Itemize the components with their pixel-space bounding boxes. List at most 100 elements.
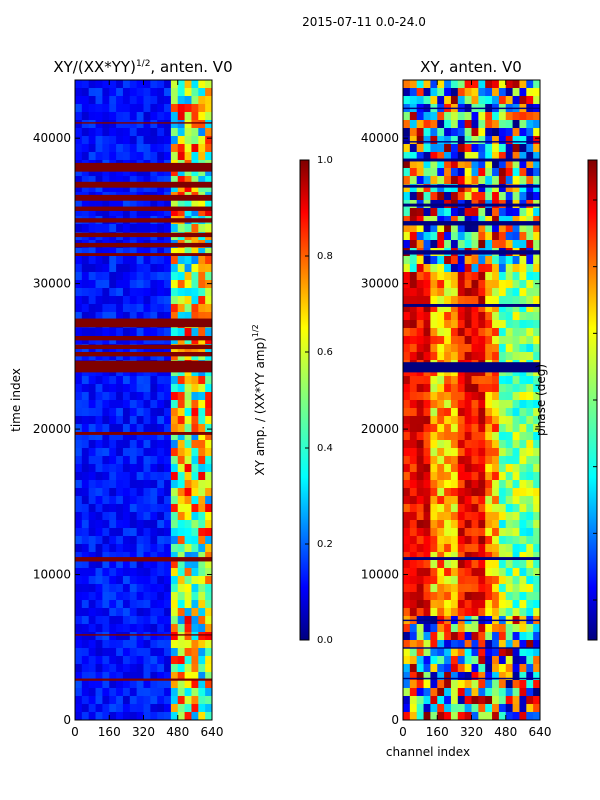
heatmap-cell <box>512 176 520 185</box>
heatmap-cell <box>122 600 131 609</box>
heatmap-cell <box>416 272 424 281</box>
heatmap-cell <box>75 472 83 481</box>
heatmap-cell <box>150 416 158 425</box>
heatmap-cell <box>444 264 452 273</box>
heatmap-cell <box>416 512 424 521</box>
heatmap-cell <box>444 488 452 497</box>
heatmap-cell <box>177 208 185 217</box>
heatmap-cell <box>464 488 472 497</box>
heatmap-cell <box>457 496 466 505</box>
heatmap-cell <box>423 608 431 617</box>
heatmap-cell <box>157 96 165 105</box>
heatmap-cell <box>450 648 459 657</box>
heatmap-cell <box>437 624 445 633</box>
heatmap-cell <box>116 464 124 473</box>
heatmap-cell <box>136 168 144 177</box>
heatmap-cell <box>184 80 192 89</box>
heatmap-cell <box>122 312 131 321</box>
heatmap-cell <box>512 568 520 577</box>
heatmap-cell <box>95 248 103 257</box>
heatmap-cell <box>478 704 486 713</box>
heatmap-cell <box>95 296 103 305</box>
heatmap-cell <box>457 416 466 425</box>
heatmap-cell <box>81 464 90 473</box>
heatmap-cell <box>136 416 144 425</box>
heatmap-cell <box>471 120 479 129</box>
heatmap-cell <box>416 256 424 265</box>
heatmap-cell <box>205 464 212 473</box>
heatmap-cell <box>157 632 165 641</box>
heatmap-cell <box>136 448 144 457</box>
heatmap-cell <box>492 480 500 489</box>
heatmap-cell <box>150 664 158 673</box>
heatmap-cell <box>457 528 466 537</box>
heatmap-cell <box>177 408 185 417</box>
heatmap-cell <box>136 552 144 561</box>
heatmap-cell <box>150 432 158 441</box>
heatmap-cell <box>205 376 212 385</box>
heatmap-cell <box>403 128 411 137</box>
heatmap-cell <box>164 88 172 97</box>
heatmap-cell <box>184 280 192 289</box>
heatmap-cell <box>122 416 131 425</box>
heatmap-cell <box>512 344 520 353</box>
heatmap-cell <box>170 80 179 89</box>
heatmap-cell <box>430 648 438 657</box>
heatmap-cell <box>526 232 534 241</box>
heatmap-cell <box>457 176 466 185</box>
heatmap-cell <box>81 488 90 497</box>
heatmap-cell <box>485 344 493 353</box>
heatmap-cell <box>205 704 212 713</box>
heatmap-cell <box>498 576 507 585</box>
heatmap-cell <box>519 504 527 513</box>
x-tick-label: 480 <box>494 725 517 739</box>
heatmap-cell <box>170 384 179 393</box>
heatmap-cell <box>519 376 527 385</box>
heatmap-cell <box>492 424 500 433</box>
heatmap-cell <box>143 272 151 281</box>
heatmap-cell <box>485 256 493 265</box>
heatmap-cell <box>109 448 117 457</box>
heatmap-cell <box>116 176 124 185</box>
heatmap-cell <box>457 352 466 361</box>
heatmap-cell <box>136 304 144 313</box>
heatmap-cell <box>109 424 117 433</box>
heatmap-cell <box>164 544 172 553</box>
heatmap-cell <box>423 512 431 521</box>
heatmap-cell <box>184 624 192 633</box>
heatmap-cell <box>409 384 418 393</box>
heatmap-cell <box>177 496 185 505</box>
heatmap-cell <box>122 672 131 681</box>
heatmap-cell <box>409 536 418 545</box>
heatmap-cell <box>533 496 540 505</box>
heatmap-cell <box>191 80 199 89</box>
heatmap-cell <box>88 656 96 665</box>
heatmap-cell <box>198 488 206 497</box>
heatmap-cell <box>403 712 411 720</box>
heatmap-cell <box>478 424 486 433</box>
heatmap-cell <box>198 504 206 513</box>
heatmap-cell <box>170 536 179 545</box>
heatmap-cell <box>122 128 131 137</box>
heatmap-cell <box>164 568 172 577</box>
heatmap-cell <box>512 488 520 497</box>
heatmap-cell <box>526 136 534 145</box>
heatmap-cell <box>492 296 500 305</box>
heatmap-cell <box>122 632 131 641</box>
heatmap-cell <box>81 496 90 505</box>
heatmap-cell <box>75 552 83 561</box>
heatmap-cell <box>129 552 138 561</box>
heatmap-cell <box>471 256 479 265</box>
heatmap-cell <box>191 584 199 593</box>
saturated-row-band <box>75 122 212 124</box>
heatmap-cell <box>129 704 138 713</box>
heatmap-cell <box>444 216 452 225</box>
heatmap-cell <box>457 128 466 137</box>
heatmap-cell <box>95 472 103 481</box>
heatmap-cell <box>533 528 540 537</box>
heatmap-cell <box>430 88 438 97</box>
heatmap-cell <box>198 88 206 97</box>
heatmap-cell <box>122 528 131 537</box>
heatmap-cell <box>109 624 117 633</box>
